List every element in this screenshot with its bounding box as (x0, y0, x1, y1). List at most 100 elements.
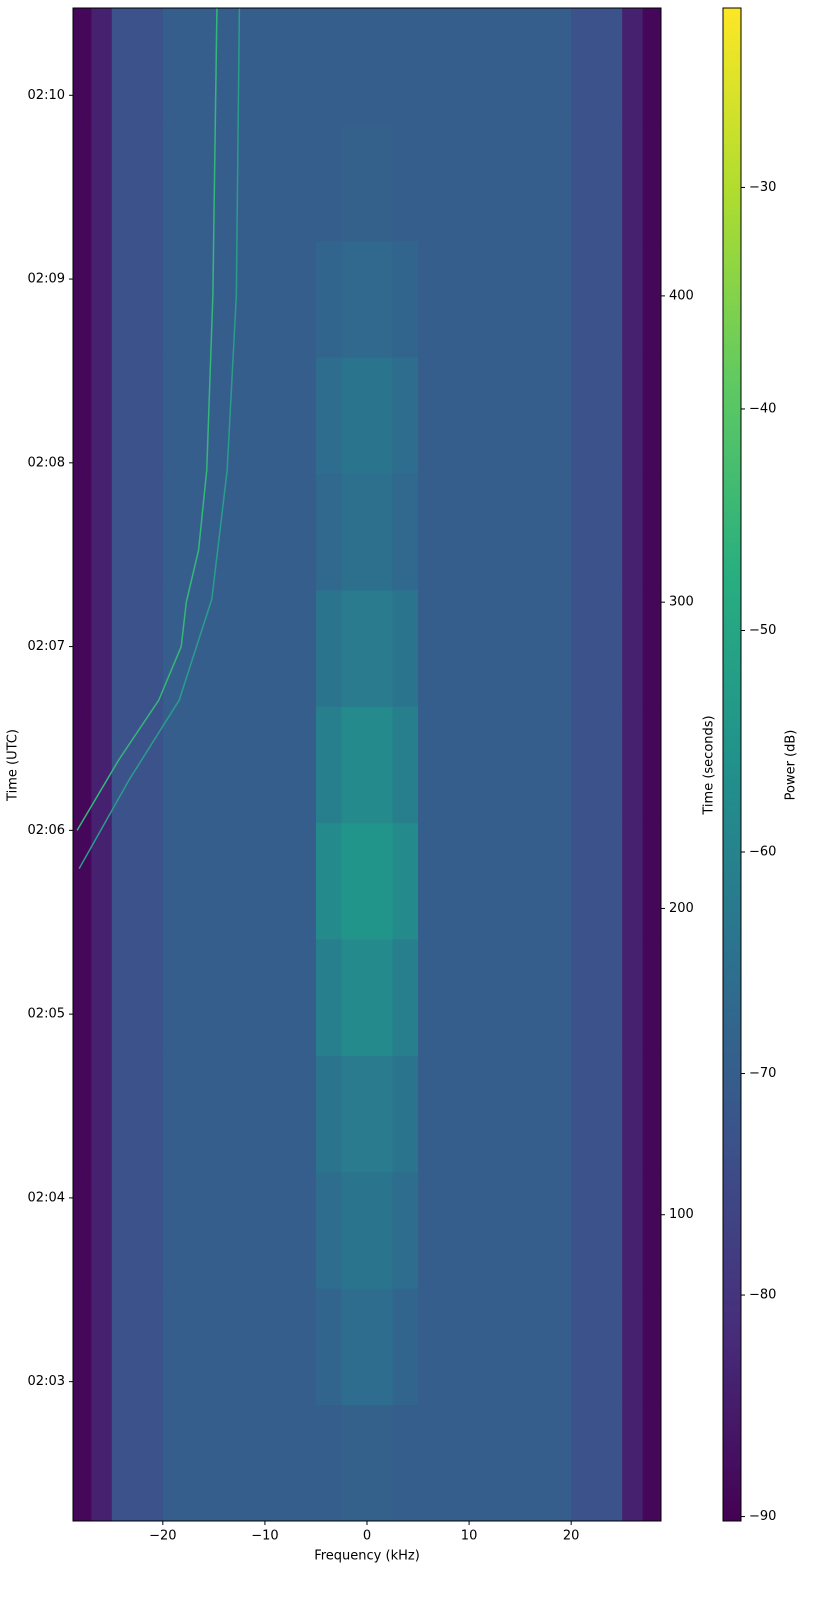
cell (571, 473, 623, 591)
cell (571, 706, 623, 824)
cell (392, 822, 419, 940)
cell (213, 589, 266, 707)
cell (520, 589, 572, 707)
y2-tick-label: 400 (669, 288, 694, 303)
cell (111, 1055, 164, 1173)
cell (213, 1055, 266, 1173)
cell (213, 822, 266, 940)
cell (622, 1404, 644, 1521)
cell (213, 124, 266, 242)
cell (469, 939, 521, 1056)
cell (264, 1288, 317, 1406)
cell (571, 939, 623, 1056)
cell (622, 589, 644, 707)
cell (91, 357, 113, 475)
cell (418, 473, 470, 591)
cell (392, 8, 419, 125)
cell (392, 124, 419, 242)
cell (622, 357, 644, 475)
cell (341, 939, 368, 1056)
cell (213, 1288, 266, 1406)
cell (520, 1055, 572, 1173)
y-axis-label: Time (UTC) (6, 729, 21, 802)
cell (73, 357, 92, 475)
cell (418, 1171, 470, 1289)
cell (341, 473, 368, 591)
cell (392, 1171, 419, 1289)
cell (520, 473, 572, 591)
cell (622, 240, 644, 358)
cell (162, 124, 215, 242)
cell (264, 240, 317, 358)
cell (315, 240, 342, 358)
cell (367, 124, 394, 242)
cell (264, 589, 317, 707)
cell (111, 822, 164, 940)
cell (418, 822, 470, 940)
cell (341, 1288, 368, 1406)
cell (213, 357, 266, 475)
cell (642, 240, 661, 358)
cell (520, 706, 572, 824)
cell (469, 124, 521, 242)
cell (341, 357, 368, 475)
cell (571, 357, 623, 475)
colorbar-tick-label: −80 (749, 1288, 776, 1303)
cell (418, 706, 470, 824)
cell (642, 939, 661, 1056)
cell (392, 1288, 419, 1406)
cell (520, 357, 572, 475)
cell (315, 1171, 342, 1289)
cell (418, 589, 470, 707)
cell (469, 240, 521, 358)
cell (91, 124, 113, 242)
cell (73, 589, 92, 707)
cell (571, 124, 623, 242)
cell (162, 1288, 215, 1406)
cell (392, 939, 419, 1056)
x-axis-label: Frequency (kHz) (314, 1549, 420, 1564)
cell (367, 240, 394, 358)
cell (367, 939, 394, 1056)
cell (111, 939, 164, 1056)
cell (622, 1171, 644, 1289)
cell (73, 8, 92, 125)
colorbar-label: Power (dB) (784, 730, 799, 801)
cell (367, 589, 394, 707)
cell (73, 1171, 92, 1289)
cell (520, 939, 572, 1056)
y-tick-label: 02:06 (28, 823, 65, 838)
cell (622, 473, 644, 591)
cell (469, 473, 521, 591)
cell (367, 473, 394, 591)
cell (392, 357, 419, 475)
cell (622, 1055, 644, 1173)
cell (111, 1171, 164, 1289)
cell (571, 1171, 623, 1289)
cell (469, 1288, 521, 1406)
cell (91, 1055, 113, 1173)
cell (418, 1055, 470, 1173)
cell (642, 822, 661, 940)
cell (162, 1404, 215, 1521)
colorbar-tick-label: −50 (749, 623, 776, 638)
cell (392, 473, 419, 591)
cell (520, 8, 572, 125)
cell (520, 240, 572, 358)
x-tick-label: 20 (563, 1529, 580, 1544)
cell (162, 357, 215, 475)
cell (367, 1171, 394, 1289)
cell (91, 8, 113, 125)
cell (418, 1288, 470, 1406)
colorbar: −90 −80 −70 −60 −50 −40 −30 (722, 7, 776, 1524)
cell (520, 1171, 572, 1289)
cell (91, 473, 113, 591)
cell (111, 1288, 164, 1406)
cell (264, 706, 317, 824)
cell (264, 1404, 317, 1521)
cell (642, 1055, 661, 1173)
cell (315, 1055, 342, 1173)
y2-tick-label: 300 (669, 595, 694, 610)
cell (469, 1404, 521, 1521)
cell (111, 124, 164, 242)
